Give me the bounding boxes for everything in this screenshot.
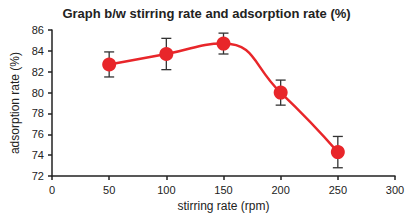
svg-text:74: 74 — [32, 149, 44, 161]
svg-text:200: 200 — [271, 184, 289, 196]
svg-text:84: 84 — [32, 45, 44, 57]
svg-text:78: 78 — [32, 107, 44, 119]
svg-text:76: 76 — [32, 128, 44, 140]
svg-text:80: 80 — [32, 87, 44, 99]
svg-text:Graph b/w stirring rate and ad: Graph b/w stirring rate and adsorption r… — [62, 6, 350, 21]
svg-text:72: 72 — [32, 170, 44, 182]
svg-text:100: 100 — [157, 184, 175, 196]
svg-text:0: 0 — [49, 184, 55, 196]
svg-text:250: 250 — [329, 184, 347, 196]
svg-text:adsorption rate (%): adsorption rate (%) — [8, 52, 22, 154]
svg-text:stirring rate (rpm): stirring rate (rpm) — [177, 199, 269, 213]
svg-text:82: 82 — [32, 66, 44, 78]
svg-text:86: 86 — [32, 24, 44, 36]
svg-text:150: 150 — [214, 184, 232, 196]
svg-text:300: 300 — [386, 184, 404, 196]
svg-text:50: 50 — [103, 184, 115, 196]
